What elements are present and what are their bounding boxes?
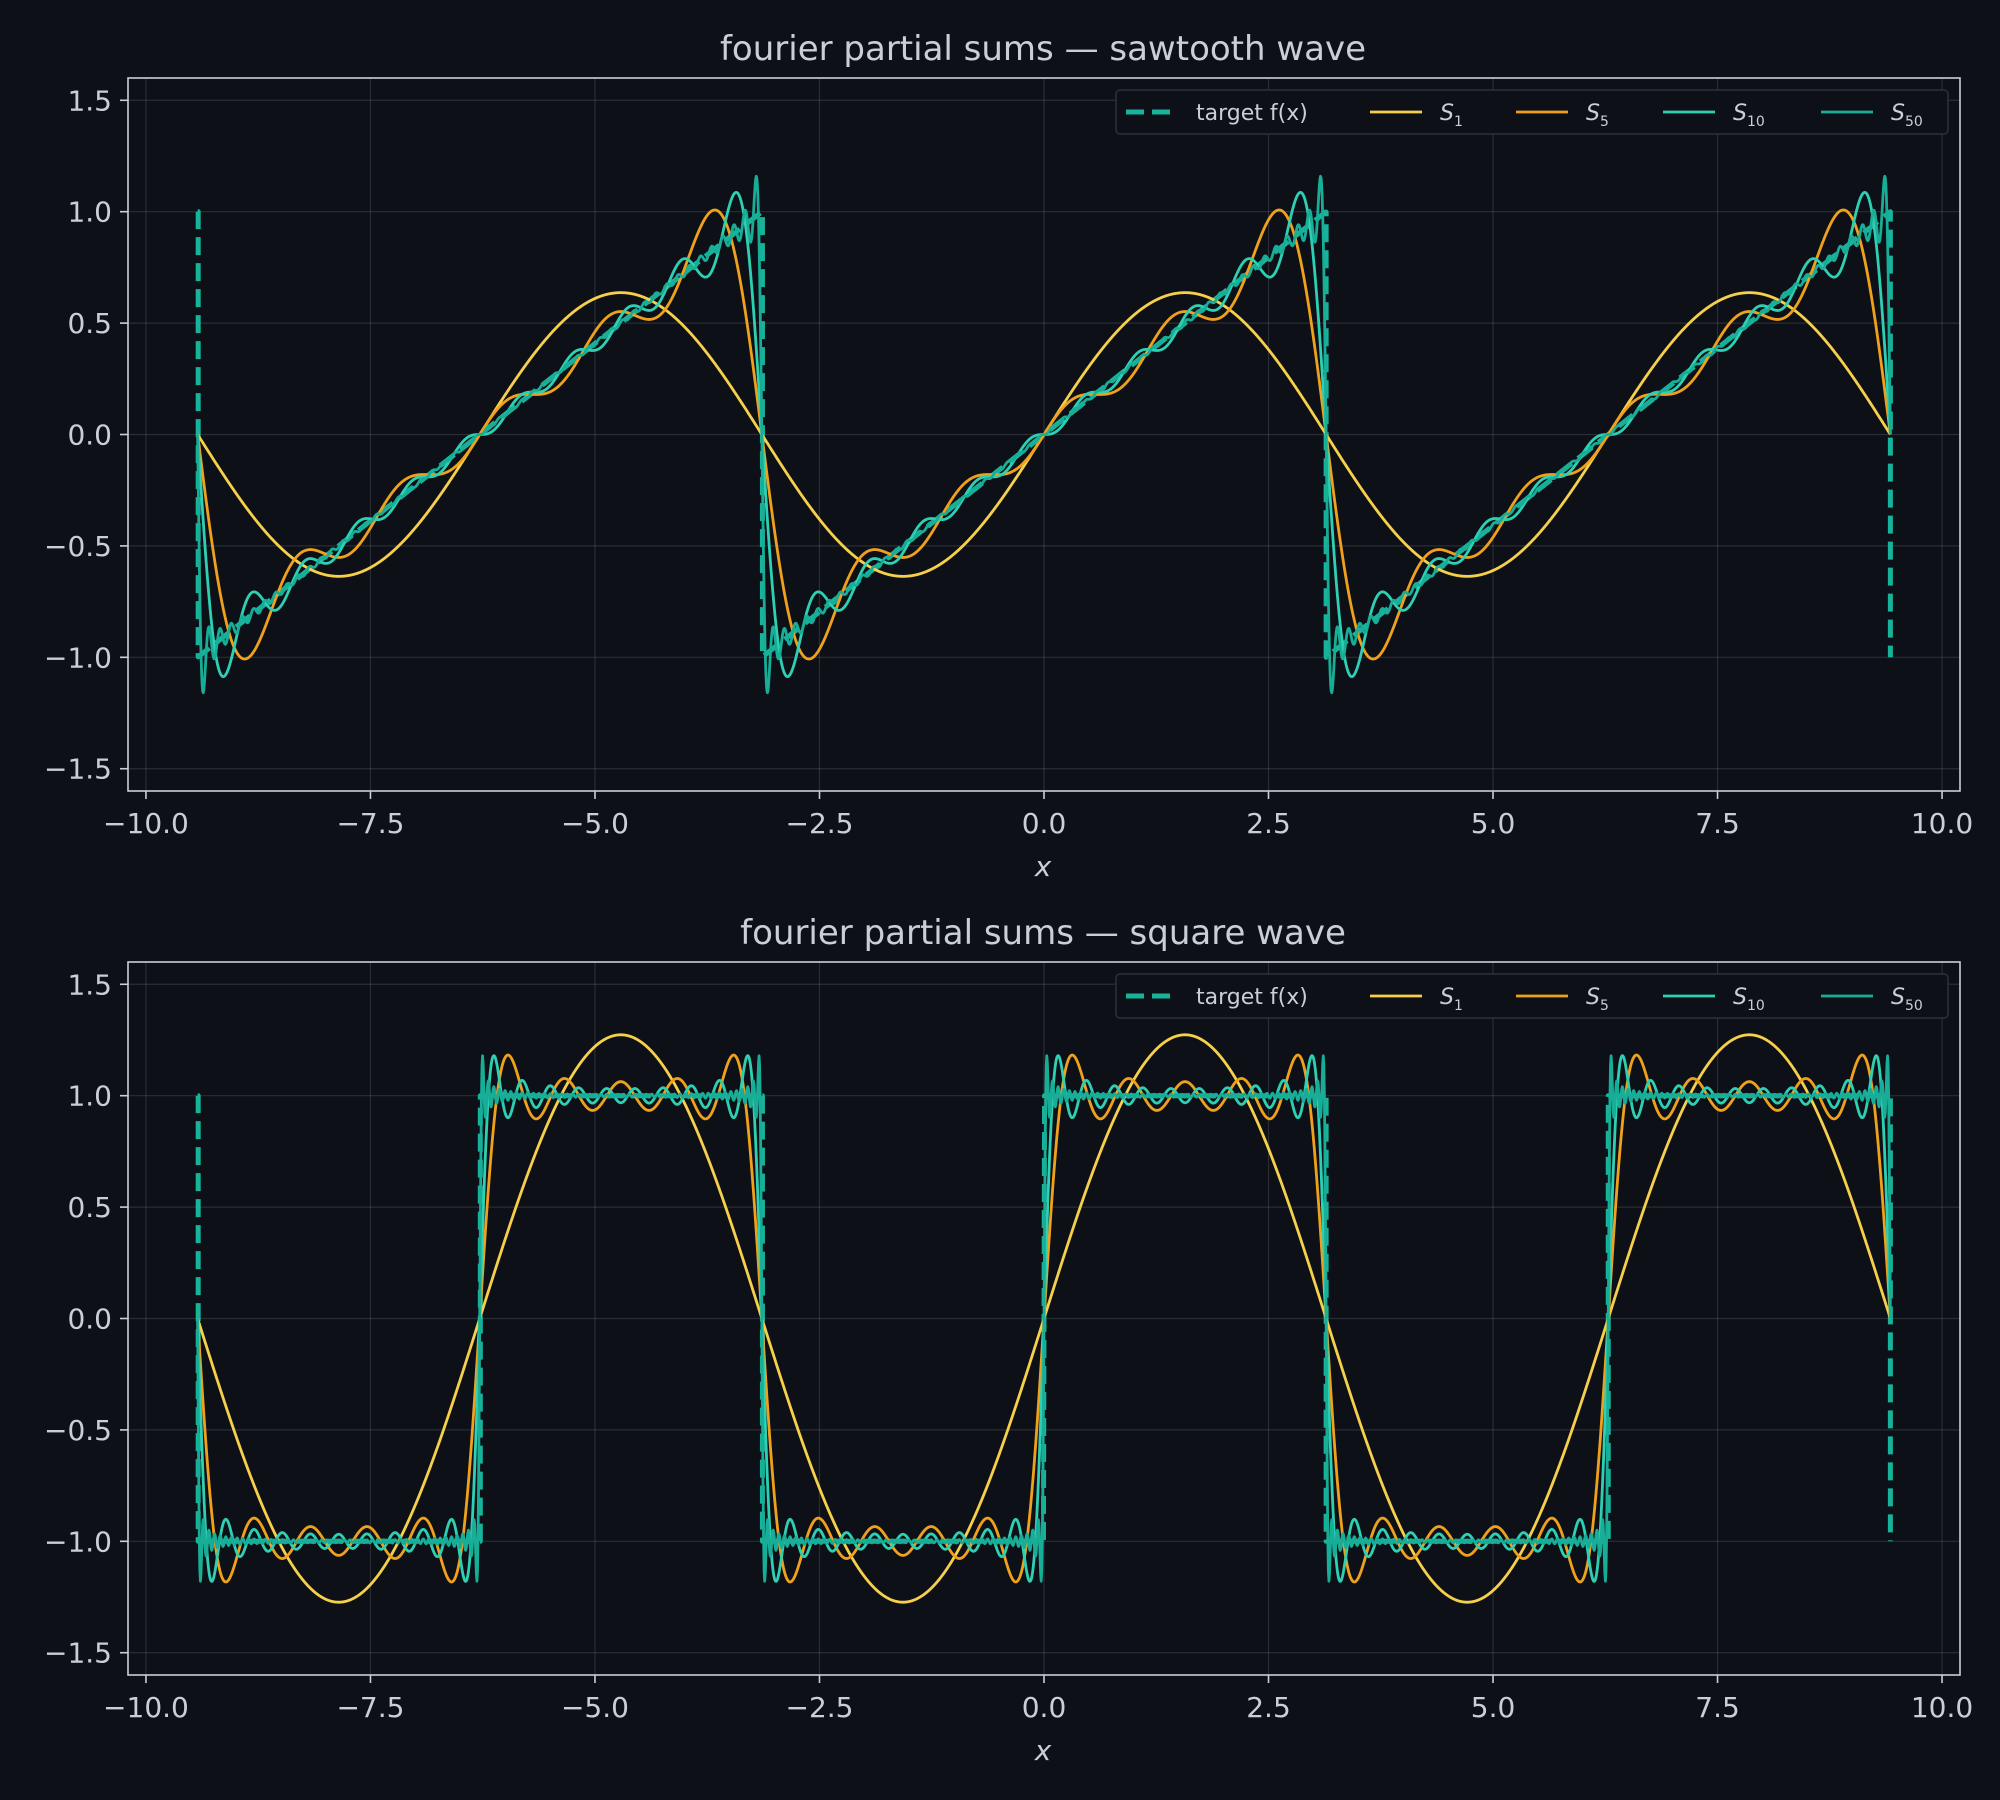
x-tick-label: 7.5	[1695, 807, 1740, 840]
y-tick-label: 1.5	[67, 968, 112, 1001]
x-tick-label: −2.5	[785, 1691, 853, 1724]
chart-sawtooth: fourier partial sums — sawtooth wave −10…	[44, 29, 1973, 883]
x-tick-label: 5.0	[1471, 1691, 1516, 1724]
x-tick-label: 2.5	[1246, 807, 1291, 840]
y-axis: −1.5 −1.0 −0.5 0.0 0.5 1.0 1.5	[44, 968, 128, 1670]
chart-title: fourier partial sums — square wave	[740, 913, 1346, 953]
y-tick-label: 0.0	[67, 419, 112, 452]
legend-label: S10	[1733, 101, 1765, 130]
chart-square: fourier partial sums — square wave −10.0…	[44, 913, 1973, 1767]
x-tick-label: −7.5	[336, 807, 404, 840]
legend-label: S5	[1586, 101, 1609, 130]
x-tick-label: 5.0	[1471, 807, 1516, 840]
x-tick-label: 0.0	[1022, 1691, 1067, 1724]
y-tick-label: −0.5	[44, 530, 112, 563]
x-tick-label: −10.0	[103, 1691, 189, 1724]
series-line-s50	[196, 1054, 1892, 1583]
legend: target f(x) S1 S5 S10 S50	[1115, 89, 1949, 135]
legend-label: S50	[1891, 101, 1923, 130]
x-tick-label: 0.0	[1022, 807, 1067, 840]
legend-label: S1	[1440, 101, 1463, 130]
legend-label: target f(x)	[1196, 985, 1308, 1010]
legend-label: target f(x)	[1196, 101, 1308, 126]
x-axis: −10.0 −7.5 −5.0 −2.5 0.0 2.5 5.0 7.5 10.0	[103, 791, 1973, 840]
y-tick-label: 1.0	[67, 1080, 112, 1113]
legend-label: S50	[1891, 985, 1923, 1014]
x-tick-label: 7.5	[1695, 1691, 1740, 1724]
x-axis-label: x	[1034, 1734, 1052, 1767]
y-tick-label: 0.5	[67, 307, 112, 340]
legend: target f(x) S1 S5 S10 S50	[1115, 973, 1949, 1019]
chart-title: fourier partial sums — sawtooth wave	[720, 29, 1366, 69]
x-tick-label: −5.0	[561, 807, 629, 840]
y-axis: −1.5 −1.0 −0.5 0.0 0.5 1.0 1.5	[44, 84, 128, 786]
y-tick-label: −1.0	[44, 1525, 112, 1558]
x-tick-label: 10.0	[1911, 807, 1973, 840]
x-tick-label: −7.5	[336, 1691, 404, 1724]
y-tick-label: 1.5	[67, 84, 112, 117]
y-tick-label: −1.0	[44, 641, 112, 674]
y-tick-label: −1.5	[44, 753, 112, 786]
legend-label: S5	[1586, 985, 1609, 1014]
x-tick-label: 2.5	[1246, 1691, 1291, 1724]
y-tick-label: −1.5	[44, 1637, 112, 1670]
y-tick-label: 1.0	[67, 196, 112, 229]
y-tick-label: 0.5	[67, 1191, 112, 1224]
x-tick-label: −5.0	[561, 1691, 629, 1724]
series-line-s50	[196, 174, 1892, 695]
legend-label: S1	[1440, 985, 1463, 1014]
x-tick-label: −2.5	[785, 807, 853, 840]
x-axis-label: x	[1034, 850, 1052, 883]
y-tick-label: −0.5	[44, 1414, 112, 1447]
x-tick-label: −10.0	[103, 807, 189, 840]
x-axis: −10.0 −7.5 −5.0 −2.5 0.0 2.5 5.0 7.5 10.0	[103, 1675, 1973, 1724]
legend-label: S10	[1733, 985, 1765, 1014]
plot-lines	[195, 174, 1893, 695]
x-tick-label: 10.0	[1911, 1691, 1973, 1724]
plot-lines	[195, 1033, 1893, 1604]
y-tick-label: 0.0	[67, 1303, 112, 1336]
grid	[128, 78, 1960, 791]
